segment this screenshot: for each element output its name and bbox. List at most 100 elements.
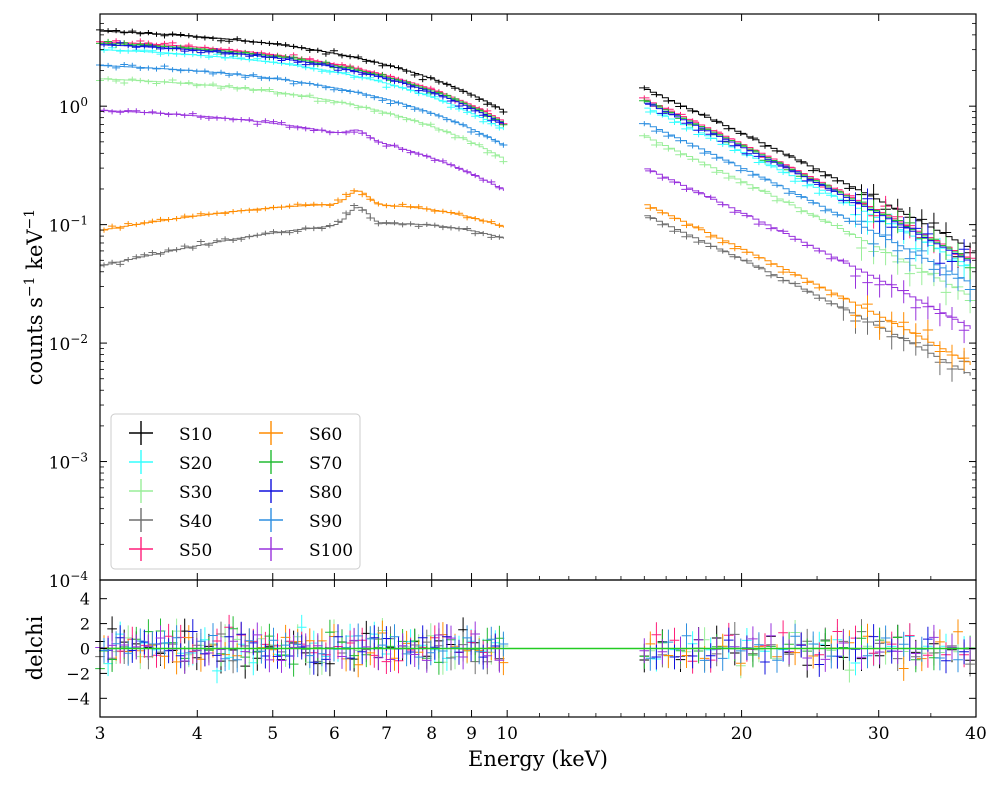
data-point xyxy=(491,104,500,110)
data-point xyxy=(910,323,921,347)
data-point xyxy=(699,162,710,168)
residual-point xyxy=(417,625,428,651)
data-point xyxy=(309,201,318,207)
data-point xyxy=(717,248,728,254)
data-point xyxy=(233,71,242,77)
data-point xyxy=(479,177,488,183)
data-point xyxy=(747,185,759,191)
data-point xyxy=(104,38,113,45)
data-point xyxy=(285,124,294,130)
data-point xyxy=(414,151,423,157)
data-point xyxy=(491,153,500,159)
residual-point xyxy=(99,638,109,663)
data-point xyxy=(463,169,472,175)
data-point xyxy=(249,39,258,45)
data-point xyxy=(221,236,230,242)
residual-point xyxy=(361,634,372,660)
data-point xyxy=(245,53,254,59)
data-point xyxy=(265,40,274,46)
data-point xyxy=(176,32,185,38)
data-point xyxy=(269,59,278,65)
residual-point xyxy=(196,628,206,654)
residual-point xyxy=(171,625,182,651)
data-point xyxy=(765,273,777,279)
data-point xyxy=(663,133,674,139)
data-point xyxy=(463,226,472,232)
data-point xyxy=(204,115,213,121)
data-point xyxy=(112,78,121,84)
data-point xyxy=(741,213,753,219)
residual-point xyxy=(754,632,764,658)
data-point xyxy=(338,99,347,105)
data-point xyxy=(814,285,825,291)
data-point xyxy=(940,264,952,288)
data-point xyxy=(346,89,355,95)
data-point xyxy=(100,47,109,53)
data-point xyxy=(471,173,480,179)
data-point xyxy=(783,153,795,159)
data-point xyxy=(451,85,459,91)
data-point xyxy=(741,258,753,264)
data-point xyxy=(269,204,278,211)
data-point xyxy=(651,92,662,98)
data-point xyxy=(735,130,747,136)
residual-point xyxy=(639,638,650,664)
residual-panel: 420−2−4 3 4 5 6 7 8 9 10 20 30 40 delchi xyxy=(23,579,987,744)
data-point xyxy=(196,114,205,120)
residual-point xyxy=(357,639,368,665)
data-point xyxy=(874,274,885,298)
data-point xyxy=(499,109,508,115)
residual-point xyxy=(438,638,448,664)
data-point xyxy=(386,111,395,117)
residual-point xyxy=(309,649,319,675)
data-point xyxy=(108,109,117,115)
data-point xyxy=(358,130,367,136)
data-point xyxy=(382,143,391,149)
data-point xyxy=(771,182,783,188)
data-point xyxy=(112,28,121,34)
residual-point xyxy=(430,634,440,660)
data-point xyxy=(868,233,879,257)
residual-data-group xyxy=(95,614,976,684)
data-point xyxy=(245,234,254,240)
residual-point xyxy=(911,641,921,666)
residual-point xyxy=(935,645,945,671)
residual-point xyxy=(397,633,408,659)
data-point xyxy=(455,103,464,109)
data-point xyxy=(801,279,813,285)
data-point xyxy=(281,42,290,48)
data-point xyxy=(483,150,492,156)
data-point xyxy=(253,207,262,213)
data-point xyxy=(229,51,238,57)
data-point xyxy=(309,66,318,72)
data-point xyxy=(366,72,375,78)
data-point xyxy=(334,197,342,203)
data-point xyxy=(723,159,734,165)
residual-point xyxy=(766,623,776,649)
data-point xyxy=(293,125,302,131)
residual-point xyxy=(107,632,117,658)
data-point xyxy=(293,59,302,65)
data-point xyxy=(184,80,193,86)
data-point xyxy=(862,293,873,317)
data-point xyxy=(148,218,157,224)
data-point xyxy=(459,122,468,128)
data-point xyxy=(765,159,777,165)
series-s80 xyxy=(100,40,971,277)
data-point xyxy=(645,168,656,174)
data-point xyxy=(378,110,387,116)
residual-point xyxy=(292,632,303,658)
data-point xyxy=(759,188,771,194)
residual-point xyxy=(838,630,849,656)
data-point xyxy=(717,138,728,144)
data-point xyxy=(180,243,189,249)
data-point xyxy=(285,55,294,61)
data-point xyxy=(204,211,213,217)
residual-point xyxy=(135,628,146,654)
data-point xyxy=(329,100,338,106)
data-point xyxy=(204,49,213,55)
data-point xyxy=(414,204,423,210)
data-point xyxy=(729,148,740,154)
data-point xyxy=(820,208,831,214)
residual-point xyxy=(288,634,299,660)
